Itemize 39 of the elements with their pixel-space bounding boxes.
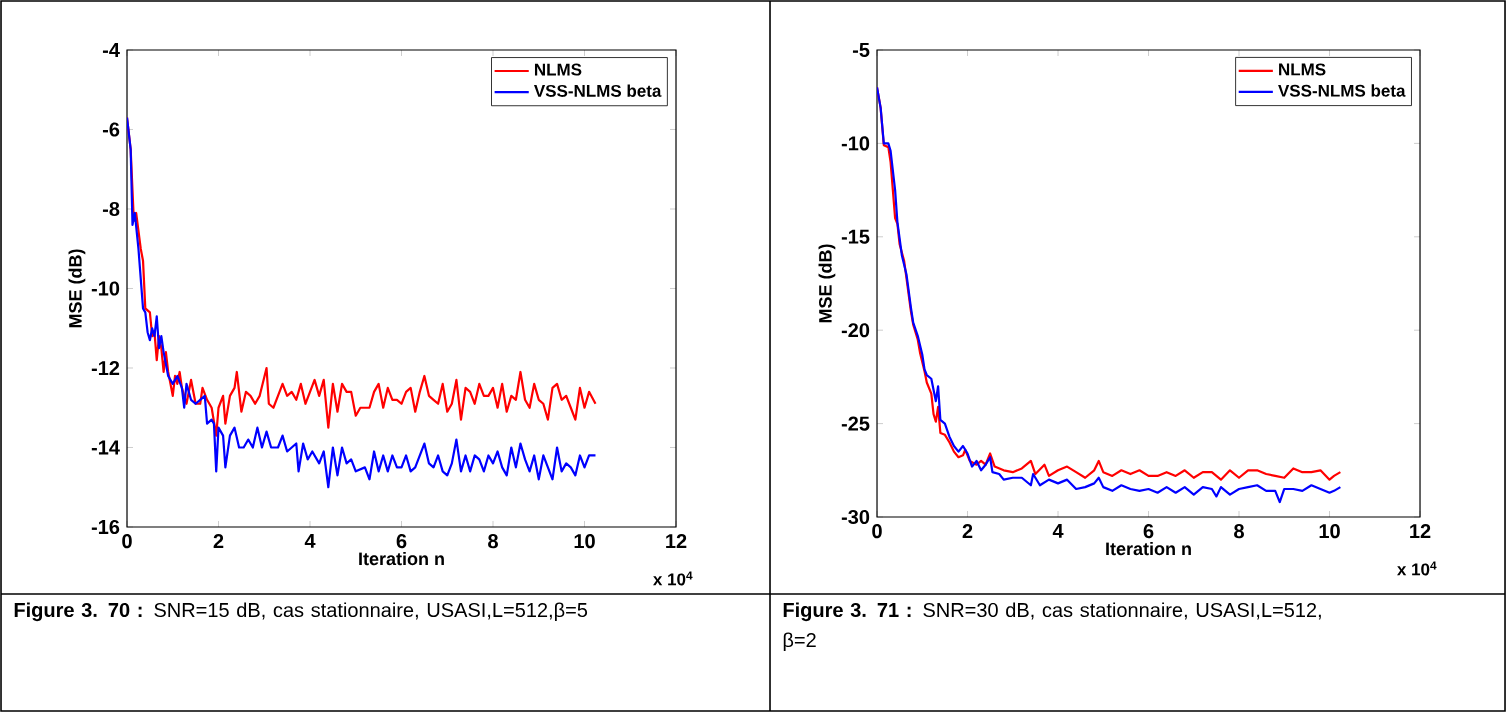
y-tick-label: -8 (102, 201, 120, 217)
legend-label: NLMS (534, 63, 582, 76)
y-axis-title: MSE (dB) (818, 244, 836, 323)
x-tick-label: 8 (1234, 524, 1244, 539)
y-tick-label: -6 (102, 122, 120, 137)
y-tick-label: -10 (91, 281, 120, 296)
y-tick-label: -16 (91, 519, 120, 535)
y-tick-label: -14 (91, 440, 120, 455)
x-tick-label: 12 (666, 534, 687, 549)
x-tick-label: 4 (304, 534, 316, 548)
text: Figure 3. 71 : SNR=30 dB, cas stationnaire, USASI,L=512, β=2 (783, 602, 1321, 652)
y-tick-label: -4 (102, 43, 120, 57)
x-axis-title: Iteration n (359, 551, 444, 566)
x-tick-label: 12 (1410, 524, 1431, 539)
y-tick-label: -20 (841, 323, 870, 338)
y-tick-label: -12 (91, 361, 120, 375)
x-axis-title: Iteration n (1106, 541, 1191, 556)
legend-label: VSS-NLMS beta (1278, 84, 1406, 97)
y-tick-label: -30 (841, 509, 870, 525)
text: Figure 3. 70 : SNR=15 dB, cas stationnaire, USASI,L=512,β=5 (14, 602, 588, 622)
y-tick-label: -25 (841, 416, 870, 431)
text: x 10$^{4}$ (1397, 561, 1437, 576)
y-tick-label: -15 (841, 229, 870, 244)
x-tick-label: 0 (872, 524, 882, 539)
legend-label: VSS-NLMS beta (533, 84, 662, 97)
x-tick-label: 6 (1143, 524, 1154, 539)
x-tick-label: 6 (396, 534, 407, 549)
y-tick-label: -5 (852, 43, 870, 57)
x-tick-label: 0 (122, 534, 132, 549)
x-tick-label: 4 (1052, 524, 1064, 538)
y-tick-label: -10 (841, 136, 870, 151)
x-tick-label: 2 (962, 524, 973, 539)
text: x 10$^{4}$ (653, 571, 693, 586)
x-tick-label: 8 (488, 534, 498, 549)
y-axis-title: MSE (dB) (68, 249, 86, 328)
legend-label: NLMS (1279, 63, 1326, 76)
x-tick-label: 10 (574, 534, 595, 549)
x-tick-label: 10 (1319, 524, 1340, 539)
x-tick-label: 2 (213, 534, 224, 549)
